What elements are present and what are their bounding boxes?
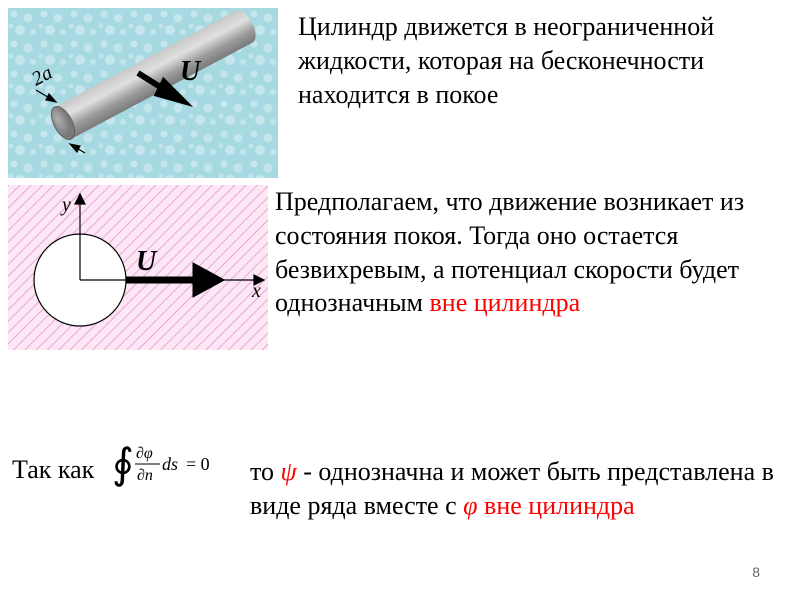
svg-text:= 0: = 0 (186, 454, 210, 474)
integral-formula: ∮ ∂φ ∂n ds = 0 (110, 438, 230, 493)
label-x: x (251, 280, 261, 302)
svg-text:∂n: ∂n (137, 467, 153, 484)
svg-text:∮: ∮ (112, 442, 134, 488)
since-label: Так как (12, 455, 94, 485)
label-u-pink: U (136, 246, 158, 277)
psi-symbol: ψ (281, 457, 297, 486)
paragraph-1: Цилиндр движется в неограниченной жидкос… (298, 10, 788, 111)
phi-symbol: φ (463, 491, 477, 520)
label-u-water: U (180, 56, 202, 87)
paragraph-2-red: вне цилиндра (430, 288, 581, 317)
svg-text:∂φ: ∂φ (136, 445, 153, 462)
label-y: y (60, 194, 71, 216)
figure-water-cylinder: 2a U (8, 8, 278, 178)
paragraph-2: Предполагаем, что движение возникает из … (275, 185, 795, 320)
paragraph-3: то ψ - однозначна и может быть представл… (250, 455, 790, 523)
page-number: 8 (752, 564, 760, 580)
svg-text:ds: ds (162, 454, 178, 474)
p3-c: вне цилиндра (478, 491, 635, 520)
figure-pink-axes: y x U (8, 185, 268, 350)
p3-a: то (250, 457, 281, 486)
